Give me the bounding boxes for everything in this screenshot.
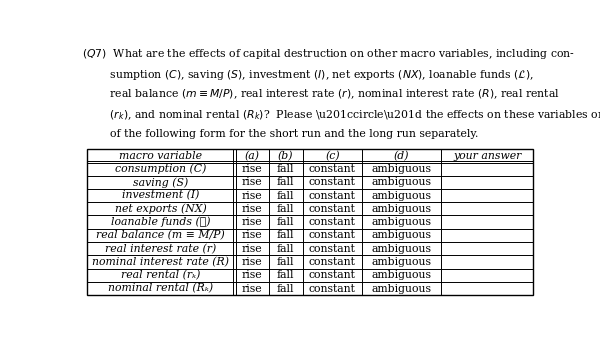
Text: nominal rental (Rₖ): nominal rental (Rₖ) — [108, 283, 213, 294]
Text: fall: fall — [277, 164, 295, 174]
Text: rise: rise — [241, 283, 262, 294]
Text: fall: fall — [277, 217, 295, 227]
Text: (a): (a) — [244, 151, 259, 161]
Text: constant: constant — [309, 270, 356, 280]
Text: fall: fall — [277, 204, 295, 214]
Text: ambiguous: ambiguous — [371, 283, 431, 294]
Text: rise: rise — [241, 177, 262, 187]
Text: fall: fall — [277, 244, 295, 254]
Text: of the following form for the short run and the long run separately.: of the following form for the short run … — [82, 128, 478, 139]
Text: $(r_k)$, and nominal rental $(R_k)$?  Please \u201ccircle\u201d the effects on t: $(r_k)$, and nominal rental $(R_k)$? Ple… — [82, 108, 600, 122]
Text: fall: fall — [277, 191, 295, 200]
Text: ambiguous: ambiguous — [371, 177, 431, 187]
Text: rise: rise — [241, 164, 262, 174]
Text: your answer: your answer — [453, 151, 521, 161]
Text: consumption (C): consumption (C) — [115, 164, 206, 174]
Text: fall: fall — [277, 177, 295, 187]
Text: sumption $(C)$, saving $(S)$, investment $(I)$, net exports $(NX)$, loanable fun: sumption $(C)$, saving $(S)$, investment… — [82, 67, 533, 82]
Text: fall: fall — [277, 257, 295, 267]
Text: macro variable: macro variable — [119, 151, 202, 161]
Text: ambiguous: ambiguous — [371, 164, 431, 174]
Text: constant: constant — [309, 217, 356, 227]
Text: ambiguous: ambiguous — [371, 257, 431, 267]
Text: fall: fall — [277, 283, 295, 294]
Text: (c): (c) — [325, 151, 340, 161]
Text: ambiguous: ambiguous — [371, 191, 431, 200]
Text: real interest rate (r): real interest rate (r) — [105, 243, 216, 254]
Text: (b): (b) — [278, 151, 293, 161]
Text: rise: rise — [241, 231, 262, 240]
Text: constant: constant — [309, 283, 356, 294]
Text: ambiguous: ambiguous — [371, 244, 431, 254]
Text: rise: rise — [241, 257, 262, 267]
Text: constant: constant — [309, 177, 356, 187]
Text: rise: rise — [241, 204, 262, 214]
Text: constant: constant — [309, 231, 356, 240]
Text: fall: fall — [277, 270, 295, 280]
Text: (d): (d) — [394, 151, 409, 161]
Text: $(Q7)$  What are the effects of capital destruction on other macro variables, in: $(Q7)$ What are the effects of capital d… — [82, 47, 575, 61]
Text: net exports (NX): net exports (NX) — [115, 203, 206, 214]
Text: real balance $(m \equiv M/P)$, real interest rate $(r)$, nominal interest rate $: real balance $(m \equiv M/P)$, real inte… — [82, 88, 560, 101]
Text: nominal interest rate (R): nominal interest rate (R) — [92, 257, 229, 267]
Text: real balance (m ≡ M/P): real balance (m ≡ M/P) — [96, 230, 225, 241]
Text: fall: fall — [277, 231, 295, 240]
Text: rise: rise — [241, 244, 262, 254]
Text: constant: constant — [309, 257, 356, 267]
Text: ambiguous: ambiguous — [371, 204, 431, 214]
Text: constant: constant — [309, 191, 356, 200]
Text: rise: rise — [241, 217, 262, 227]
Text: constant: constant — [309, 164, 356, 174]
Text: ambiguous: ambiguous — [371, 217, 431, 227]
Text: ambiguous: ambiguous — [371, 270, 431, 280]
Text: rise: rise — [241, 270, 262, 280]
Text: investment (I): investment (I) — [122, 191, 199, 201]
Text: constant: constant — [309, 244, 356, 254]
Text: rise: rise — [241, 191, 262, 200]
Text: loanable funds (ℓ): loanable funds (ℓ) — [111, 217, 211, 227]
Text: saving (S): saving (S) — [133, 177, 188, 187]
Text: real rental (rₖ): real rental (rₖ) — [121, 270, 200, 280]
Text: constant: constant — [309, 204, 356, 214]
Text: ambiguous: ambiguous — [371, 231, 431, 240]
